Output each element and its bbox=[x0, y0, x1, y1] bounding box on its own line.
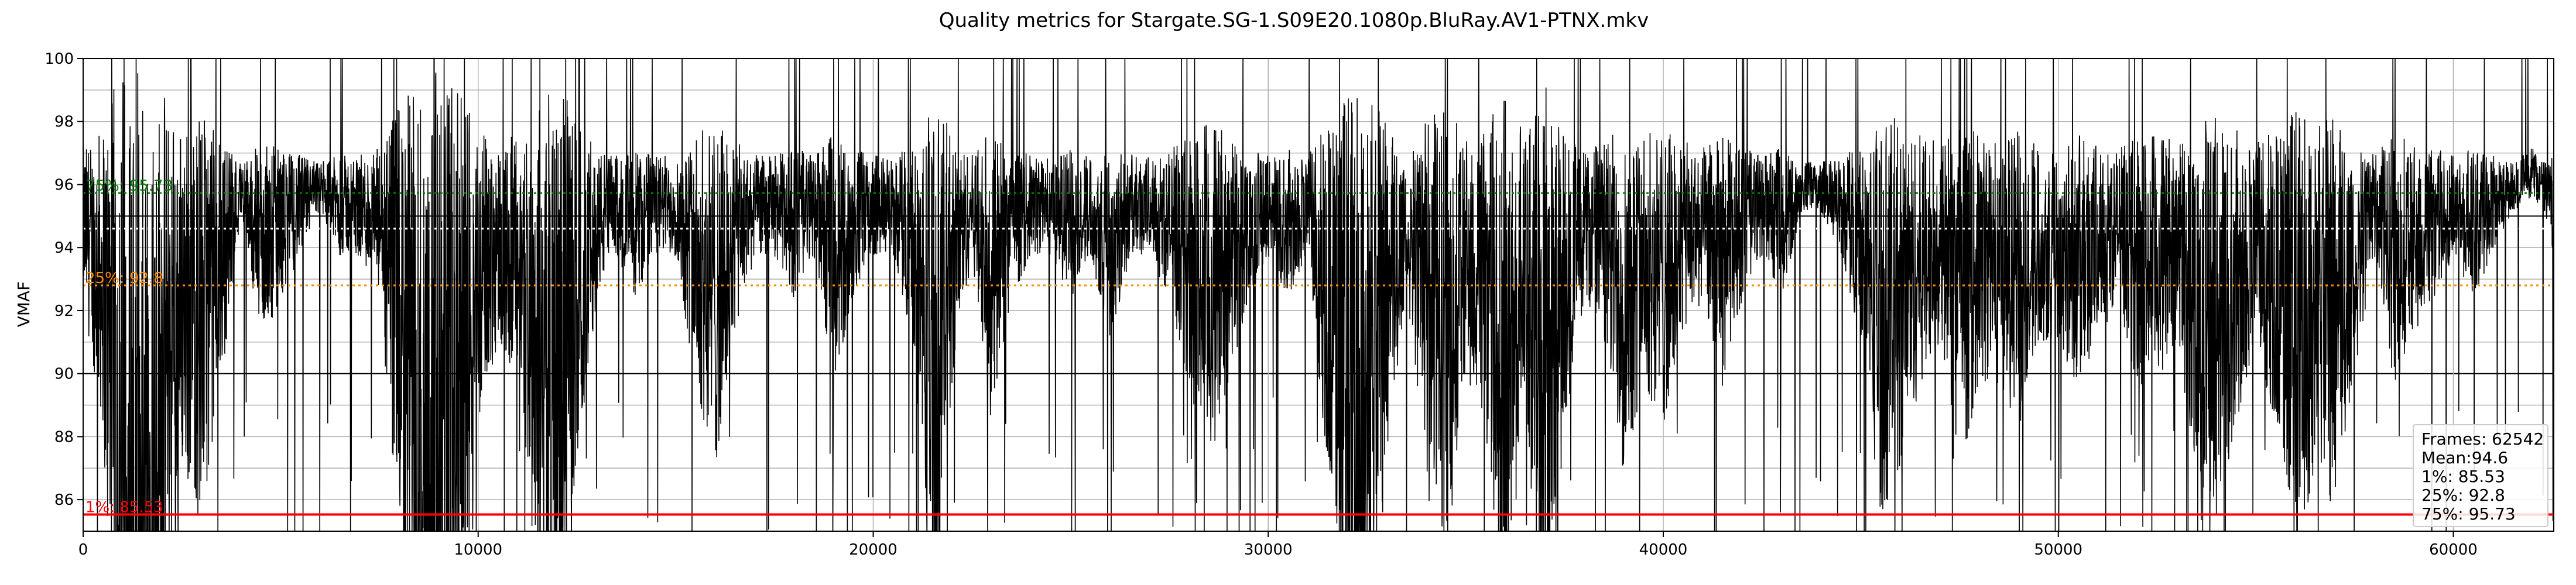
stat-p25: 25%: 92.8 bbox=[2421, 486, 2505, 505]
x-tick-label: 60000 bbox=[2429, 541, 2478, 559]
y-tick-label: 96 bbox=[54, 176, 74, 194]
ref-label: 1%: 85.53 bbox=[85, 498, 163, 516]
plot-frame bbox=[83, 58, 2554, 532]
x-tick-label: 0 bbox=[78, 541, 88, 559]
y-axis-ticks: 86 88 90 92 94 96 98 100 bbox=[44, 50, 83, 509]
chart-title: Quality metrics for Stargate.SG-1.S09E20… bbox=[939, 9, 1649, 32]
y-tick-label: 92 bbox=[54, 302, 74, 320]
ref-label: 75%: 95.73 bbox=[85, 177, 173, 195]
stat-p75: 75%: 95.73 bbox=[2421, 504, 2516, 524]
y-tick-label: 98 bbox=[54, 113, 74, 131]
x-tick-label: 50000 bbox=[2034, 541, 2082, 559]
y-tick-label: 88 bbox=[54, 428, 74, 446]
stats-box-frame bbox=[2413, 424, 2548, 527]
stat-mean: Mean:94.6 bbox=[2421, 448, 2508, 467]
ref-label: 25%: 92.8 bbox=[85, 270, 163, 287]
y-tick-label: 90 bbox=[54, 366, 74, 383]
x-tick-label: 40000 bbox=[1639, 541, 1688, 559]
stat-p1: 1%: 85.53 bbox=[2421, 467, 2505, 486]
x-tick-label: 20000 bbox=[849, 541, 898, 559]
stat-frames: Frames: 62542 bbox=[2421, 429, 2544, 449]
y-tick-label: 94 bbox=[54, 239, 74, 257]
stats-box: Frames: 62542 Mean:94.6 1%: 85.53 25%: 9… bbox=[2413, 424, 2548, 527]
y-tick-label: 100 bbox=[44, 50, 74, 68]
y-tick-label: 86 bbox=[54, 491, 74, 509]
series-layer bbox=[83, 58, 2554, 531]
x-tick-label: 30000 bbox=[1244, 541, 1293, 559]
x-tick-label: 10000 bbox=[454, 541, 502, 559]
series-line bbox=[83, 58, 2554, 531]
x-axis-ticks: 0 10000 20000 30000 40000 50000 60000 bbox=[78, 531, 2478, 559]
y-axis-label: VMAF bbox=[14, 281, 33, 328]
